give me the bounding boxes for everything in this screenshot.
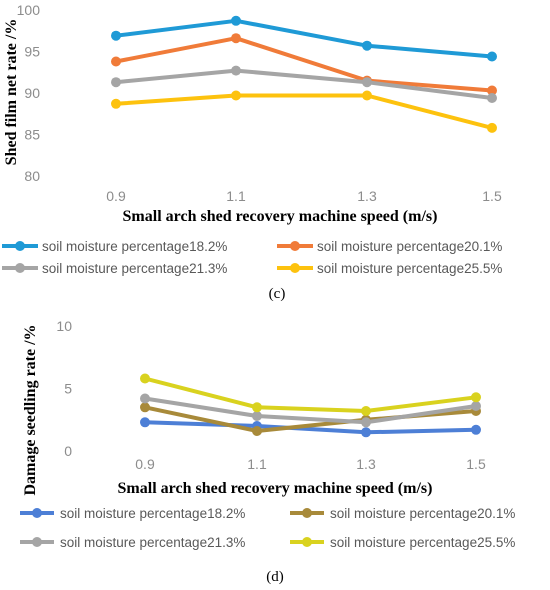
data-point <box>487 51 497 62</box>
legend-swatch-marker <box>290 263 300 273</box>
data-point <box>471 392 481 403</box>
data-point <box>361 417 371 428</box>
series-line <box>114 93 494 130</box>
y-tick-label: 100 <box>17 2 41 18</box>
legend-swatch-marker <box>32 508 42 518</box>
y-axis-title: Damage seedling rate /% <box>22 324 39 495</box>
series-3 <box>111 65 497 103</box>
data-point <box>487 122 497 133</box>
data-point <box>140 402 150 413</box>
y-tick-label: 80 <box>24 168 40 184</box>
data-point <box>111 77 121 88</box>
legend-entry: soil moisture percentage25.5% <box>277 261 502 276</box>
data-point <box>231 33 241 44</box>
legend-label: soil moisture percentage25.5% <box>317 261 502 276</box>
legend-swatch-marker <box>32 537 42 547</box>
legend-label: soil moisture percentage18.2% <box>42 239 227 254</box>
y-tick-label: 5 <box>64 381 72 397</box>
y-tick-label: 85 <box>24 127 40 143</box>
series-line <box>114 36 494 93</box>
y-axis-title: Shed film net rate /% <box>3 19 20 166</box>
legend-label: soil moisture percentage21.3% <box>42 261 227 276</box>
legend-entry: soil moisture percentage25.5% <box>290 535 515 550</box>
panel-label: (c) <box>269 286 286 302</box>
legend-swatch-marker <box>15 263 25 273</box>
legend-swatch-marker <box>302 508 312 518</box>
x-tick-label: 0.9 <box>106 188 126 204</box>
data-point <box>362 77 372 88</box>
data-point <box>111 98 121 109</box>
x-axis-title: Small arch shed recovery machine speed (… <box>118 480 433 497</box>
legend-entry: soil moisture percentage20.1% <box>290 506 515 521</box>
x-tick-label: 1.5 <box>466 456 486 472</box>
data-point <box>252 411 262 421</box>
data-point <box>231 90 241 101</box>
legend-entry: soil moisture percentage21.3% <box>20 535 245 550</box>
data-point <box>231 65 241 76</box>
data-point <box>361 406 371 416</box>
data-point <box>361 427 371 438</box>
data-point <box>231 15 241 26</box>
x-axis-title: Small arch shed recovery machine speed (… <box>123 208 438 225</box>
data-point <box>111 56 121 67</box>
data-point <box>140 417 150 428</box>
x-tick-label: 1.5 <box>482 188 502 204</box>
legend-swatch-marker <box>15 241 25 251</box>
data-point <box>471 401 481 411</box>
chart-panel-d: 0 5 10 0.9 1.1 1.3 1.5 Damage seedling rate /% S… <box>20 318 515 585</box>
y-tick-label: 95 <box>24 44 40 60</box>
data-point <box>140 373 150 384</box>
panel-label: (d) <box>266 569 284 585</box>
legend-entry: soil moisture percentage18.2% <box>2 239 227 254</box>
legend-label: soil moisture percentage20.1% <box>330 506 515 521</box>
data-point <box>252 402 262 413</box>
series-line <box>143 396 478 425</box>
x-tick-label: 1.1 <box>226 188 246 204</box>
y-tick-label: 90 <box>24 85 40 101</box>
x-tick-label: 1.3 <box>356 456 376 472</box>
y-tick-label: 10 <box>56 318 72 334</box>
x-tick-label: 1.3 <box>357 188 377 204</box>
data-point <box>140 393 150 404</box>
data-point <box>111 30 121 41</box>
series-4 <box>140 373 481 416</box>
legend-entry: soil moisture percentage21.3% <box>2 261 227 276</box>
y-tick-label: 0 <box>64 443 72 459</box>
data-point <box>362 90 372 101</box>
series-line <box>114 68 494 100</box>
series-2 <box>111 33 497 96</box>
legend-label: soil moisture percentage18.2% <box>60 506 245 521</box>
legend-entry: soil moisture percentage18.2% <box>20 506 245 521</box>
legend-swatch-marker <box>302 537 312 547</box>
data-point <box>362 40 372 51</box>
chart-panel-c: 80 85 90 95 100 0.9 1.1 1.3 1.5 Shed film net rat… <box>2 2 502 302</box>
data-point <box>252 426 262 436</box>
series-line <box>143 420 478 435</box>
series-1 <box>111 15 497 62</box>
legend-entry: soil moisture percentage20.1% <box>277 239 502 254</box>
legend-swatch-marker <box>290 241 300 251</box>
series-line <box>143 376 478 413</box>
series-line <box>114 18 494 59</box>
series-4 <box>111 90 497 133</box>
data-point <box>487 93 497 103</box>
data-point <box>471 424 481 435</box>
legend-label: soil moisture percentage21.3% <box>60 535 245 550</box>
data-point <box>487 85 497 96</box>
legend-label: soil moisture percentage20.1% <box>317 239 502 254</box>
series-3 <box>140 393 481 428</box>
x-tick-label: 1.1 <box>247 456 267 472</box>
legend-label: soil moisture percentage25.5% <box>330 535 515 550</box>
x-tick-label: 0.9 <box>135 456 155 472</box>
